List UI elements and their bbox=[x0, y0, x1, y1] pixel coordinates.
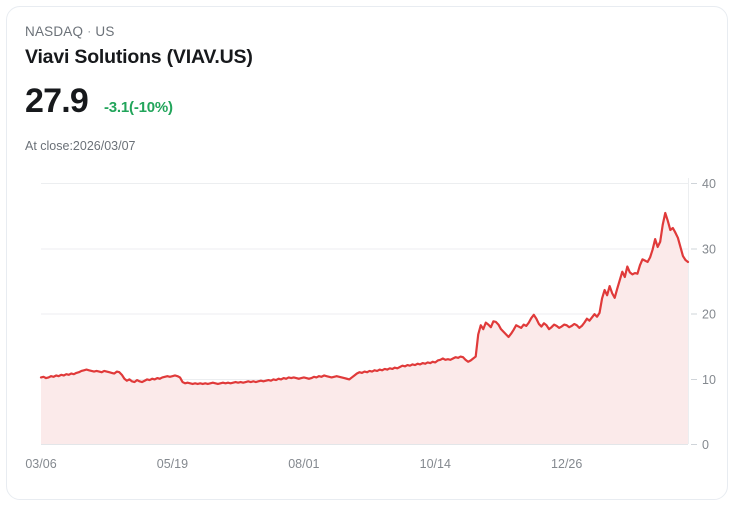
y-axis-tick-label: 40 bbox=[702, 177, 716, 191]
y-axis-tick-label: 10 bbox=[702, 373, 716, 387]
region-label: US bbox=[95, 24, 115, 39]
price-value: 27.9 bbox=[25, 82, 89, 120]
x-axis-tick-label: 05/19 bbox=[157, 457, 188, 471]
chart-ticks bbox=[691, 183, 697, 445]
y-axis-tick-label: 30 bbox=[702, 242, 716, 256]
price-row: 27.9 -3.1(-10%) bbox=[25, 81, 173, 121]
exchange-row: NASDAQ · US bbox=[25, 23, 709, 41]
quote-card: NASDAQ · US Viavi Solutions (VIAV.US) 27.9… bbox=[6, 6, 728, 500]
chart-x-axis-labels: 03/06 05/19 08/01 10/14 12/26 bbox=[25, 457, 582, 471]
price-change: -3.1(-10%) bbox=[103, 99, 173, 116]
page-title: Viavi Solutions (VIAV.US) bbox=[25, 46, 253, 68]
y-axis-tick-label: 0 bbox=[702, 438, 709, 452]
chart-area-fill bbox=[41, 213, 688, 444]
x-axis-tick-label: 08/01 bbox=[288, 457, 319, 471]
y-axis-tick-label: 20 bbox=[702, 308, 716, 322]
chart-line bbox=[39, 211, 690, 386]
x-axis-tick-label: 12/26 bbox=[551, 457, 582, 471]
x-axis-tick-label: 10/14 bbox=[420, 457, 451, 471]
quote-header: NASDAQ · US Viavi Solutions (VIAV.US) bbox=[25, 23, 709, 70]
exchange-name: NASDAQ bbox=[25, 24, 84, 39]
price-chart-svg[interactable]: 0 10 20 30 40 03/06 05/19 08/01 10/14 12/26 bbox=[7, 162, 728, 492]
market-status-note: At close:2026/03/07 bbox=[25, 139, 136, 153]
price-chart[interactable]: 0 10 20 30 40 03/06 05/19 08/01 10/14 12/26 bbox=[7, 162, 728, 492]
x-axis-tick-label: 03/06 bbox=[25, 457, 56, 471]
chart-y-axis-labels: 0 10 20 30 40 bbox=[702, 177, 716, 452]
separator-dot: · bbox=[87, 24, 92, 38]
